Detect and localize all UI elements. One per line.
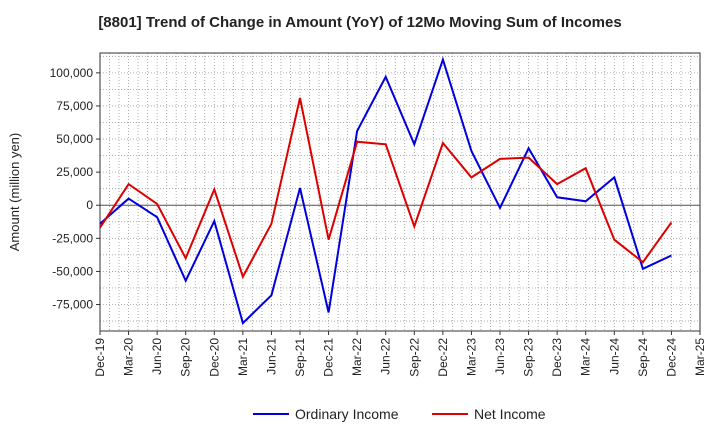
tick-labels: 100,000 75,000 50,000 25,000 0 -25,000 -50,000…: [50, 66, 707, 377]
x-tick-label: Sep-22: [407, 338, 421, 377]
plot-frame: [99, 52, 701, 332]
x-tick-label: Jun-24: [607, 338, 621, 375]
axes: [96, 52, 701, 335]
x-tick-label: Jun-23: [493, 338, 507, 375]
x-tick-label: Jun-20: [150, 338, 164, 375]
y-tick-label: 25,000: [56, 165, 93, 179]
x-tick-label: Sep-21: [293, 338, 307, 377]
x-tick-label: Mar-25: [693, 338, 707, 376]
y-tick-label: 0: [86, 198, 93, 212]
legend: Ordinary Income Net Income: [253, 406, 546, 422]
x-tick-label: Sep-23: [522, 338, 536, 377]
x-tick-label: Dec-20: [207, 338, 221, 377]
x-tick-label: Mar-22: [350, 338, 364, 376]
y-tick-label: -50,000: [52, 264, 93, 278]
y-tick-label: -75,000: [52, 298, 93, 312]
x-tick-label: Sep-20: [179, 338, 193, 377]
x-tick-label: Mar-23: [464, 338, 478, 376]
x-tick-label: Dec-23: [550, 338, 564, 377]
series-line-ordinary-income: [99, 56, 672, 325]
series-lines: [99, 56, 673, 325]
y-tick-label: 100,000: [50, 66, 94, 80]
series-line-net-income: [99, 97, 673, 280]
x-tick-label: Dec-21: [322, 338, 336, 377]
grid-lines: [99, 53, 701, 331]
x-tick-label: Sep-24: [636, 338, 650, 377]
y-tick-label: 50,000: [56, 132, 93, 146]
chart-title: [8801] Trend of Change in Amount (YoY) o…: [98, 14, 622, 31]
x-tick-label: Jun-21: [264, 338, 278, 375]
y-tick-label: -25,000: [52, 231, 93, 245]
x-tick-label: Dec-24: [664, 338, 678, 377]
y-axis-label: Amount (million yen): [7, 133, 22, 252]
y-tick-label: 75,000: [56, 99, 93, 113]
x-tick-label: Jun-22: [379, 338, 393, 375]
x-tick-label: Dec-19: [93, 338, 107, 377]
x-tick-label: Dec-22: [436, 338, 450, 377]
x-tick-label: Mar-20: [122, 338, 136, 376]
legend-label: Net Income: [474, 406, 546, 422]
legend-label: Ordinary Income: [295, 406, 399, 422]
x-tick-label: Mar-24: [579, 338, 593, 376]
x-tick-label: Mar-21: [236, 338, 250, 376]
